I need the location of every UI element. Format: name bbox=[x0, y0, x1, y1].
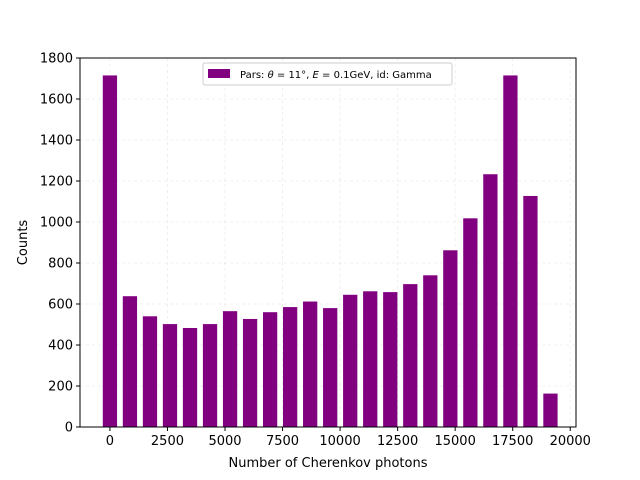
bar bbox=[242, 318, 258, 427]
bar bbox=[503, 75, 518, 428]
legend: Pars: θ = 11°, E = 0.1GeV, id: Gamma bbox=[202, 62, 453, 86]
legend-swatch bbox=[208, 69, 230, 78]
bar bbox=[222, 311, 238, 427]
bar bbox=[403, 284, 418, 427]
bar bbox=[262, 312, 278, 427]
bar bbox=[162, 324, 178, 427]
y-tick-label: 1200 bbox=[40, 175, 73, 190]
bar bbox=[122, 296, 138, 427]
x-tick-label: 2500 bbox=[151, 434, 184, 449]
y-tick-label: 1600 bbox=[40, 93, 73, 108]
y-tick-label: 200 bbox=[48, 380, 73, 395]
x-tick-label: 5000 bbox=[208, 434, 241, 449]
y-tick-label: 1800 bbox=[40, 52, 73, 67]
bar bbox=[323, 308, 338, 427]
x-tick-label: 0 bbox=[106, 434, 114, 449]
bar bbox=[303, 301, 318, 427]
y-tick-label: 800 bbox=[48, 257, 73, 272]
legend-label: Pars: θ = 11°, E = 0.1GeV, id: Gamma bbox=[240, 70, 432, 81]
bars bbox=[102, 75, 558, 428]
bar bbox=[102, 75, 118, 428]
bar bbox=[182, 327, 198, 427]
y-axis-label: Counts bbox=[16, 220, 31, 266]
bar bbox=[543, 393, 558, 427]
plot-frame bbox=[79, 57, 577, 428]
x-tick-label: 15000 bbox=[434, 434, 475, 449]
bar bbox=[523, 195, 538, 427]
bar bbox=[363, 291, 378, 427]
y-tick-label: 600 bbox=[48, 298, 73, 313]
y-tick-label: 0 bbox=[65, 421, 73, 436]
y-tick-label: 400 bbox=[48, 339, 73, 354]
bar bbox=[463, 218, 478, 427]
bar bbox=[383, 292, 398, 427]
x-tick-label: 17500 bbox=[492, 434, 533, 449]
x-axis-ticks: 0 2500 5000 7500 10000 12500 15000 17500 20000 bbox=[106, 427, 591, 449]
y-axis-ticks: 0 200 400 600 800 1000 1200 1400 1600 1800 bbox=[40, 52, 80, 436]
x-tick-label: 20000 bbox=[550, 434, 591, 449]
bar bbox=[142, 316, 158, 427]
bar bbox=[343, 294, 358, 427]
y-tick-label: 1400 bbox=[40, 134, 73, 149]
x-tick-label: 7500 bbox=[266, 434, 299, 449]
legend-box bbox=[202, 62, 453, 86]
bar bbox=[423, 275, 438, 427]
x-tick-label: 12500 bbox=[377, 434, 418, 449]
bar bbox=[202, 324, 218, 427]
bar bbox=[483, 174, 498, 427]
x-axis-label: Number of Cherenkov photons bbox=[229, 456, 428, 471]
x-tick-label: 10000 bbox=[319, 434, 360, 449]
bar bbox=[283, 307, 298, 427]
bar bbox=[443, 250, 458, 427]
y-tick-label: 1000 bbox=[40, 216, 73, 231]
